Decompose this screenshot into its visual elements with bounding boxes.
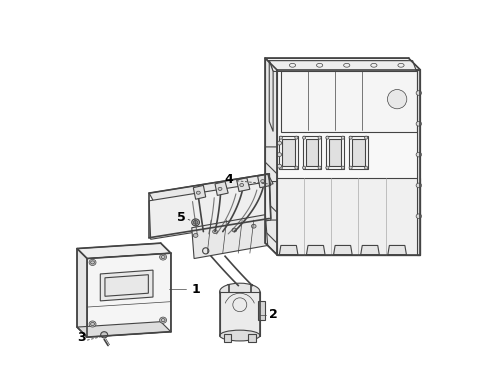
Ellipse shape (193, 234, 198, 238)
Polygon shape (77, 248, 87, 337)
Ellipse shape (218, 187, 222, 190)
Ellipse shape (295, 136, 298, 139)
Text: 4: 4 (225, 173, 233, 186)
Ellipse shape (232, 228, 237, 232)
Ellipse shape (277, 152, 282, 156)
Ellipse shape (326, 136, 329, 139)
Ellipse shape (295, 166, 298, 169)
Ellipse shape (220, 283, 260, 300)
Polygon shape (220, 292, 260, 335)
Ellipse shape (279, 136, 282, 139)
Ellipse shape (302, 136, 306, 139)
Polygon shape (334, 245, 352, 255)
Polygon shape (265, 220, 277, 243)
Ellipse shape (261, 180, 264, 183)
Text: 1: 1 (191, 283, 200, 296)
Ellipse shape (220, 330, 260, 341)
Ellipse shape (213, 230, 217, 234)
Polygon shape (258, 301, 265, 320)
Ellipse shape (416, 183, 421, 188)
Polygon shape (282, 139, 295, 166)
Ellipse shape (89, 259, 96, 266)
Polygon shape (87, 253, 171, 337)
Ellipse shape (196, 191, 200, 194)
Ellipse shape (277, 164, 282, 168)
Ellipse shape (416, 122, 421, 126)
Polygon shape (360, 245, 379, 255)
Text: 5: 5 (177, 211, 186, 224)
Polygon shape (417, 70, 420, 255)
Polygon shape (149, 182, 271, 239)
Polygon shape (329, 139, 341, 166)
Polygon shape (269, 61, 417, 71)
Polygon shape (306, 139, 318, 166)
Polygon shape (237, 178, 250, 191)
Polygon shape (277, 70, 420, 255)
Ellipse shape (279, 166, 282, 169)
Polygon shape (388, 245, 407, 255)
Ellipse shape (101, 332, 108, 338)
Ellipse shape (341, 166, 345, 169)
Ellipse shape (416, 152, 421, 157)
Ellipse shape (192, 219, 200, 226)
Ellipse shape (240, 183, 244, 186)
Polygon shape (193, 185, 206, 199)
Ellipse shape (365, 136, 368, 139)
Polygon shape (77, 243, 171, 259)
Polygon shape (248, 334, 256, 342)
Polygon shape (224, 334, 231, 342)
Ellipse shape (159, 254, 167, 260)
Polygon shape (149, 174, 273, 203)
Ellipse shape (318, 136, 321, 139)
Polygon shape (268, 61, 418, 71)
Text: 3: 3 (77, 332, 86, 344)
Ellipse shape (318, 166, 321, 169)
Polygon shape (281, 71, 417, 131)
Text: 2: 2 (269, 308, 277, 321)
Polygon shape (265, 58, 277, 255)
Ellipse shape (387, 90, 407, 109)
Ellipse shape (416, 91, 421, 95)
Polygon shape (306, 245, 325, 255)
Ellipse shape (416, 214, 421, 218)
Polygon shape (258, 174, 271, 188)
Ellipse shape (302, 166, 306, 169)
Ellipse shape (277, 141, 282, 145)
Ellipse shape (252, 224, 256, 228)
Ellipse shape (349, 166, 352, 169)
Polygon shape (215, 182, 228, 195)
Ellipse shape (365, 166, 368, 169)
Polygon shape (227, 284, 252, 292)
Polygon shape (279, 245, 298, 255)
Ellipse shape (349, 136, 352, 139)
Polygon shape (265, 182, 277, 212)
Ellipse shape (341, 136, 345, 139)
Polygon shape (352, 139, 365, 166)
Ellipse shape (159, 317, 167, 323)
Polygon shape (100, 270, 153, 301)
Polygon shape (269, 61, 273, 131)
Polygon shape (265, 58, 420, 70)
Ellipse shape (193, 220, 198, 224)
Polygon shape (277, 178, 420, 255)
Polygon shape (265, 147, 277, 174)
Polygon shape (192, 215, 268, 259)
Ellipse shape (89, 321, 96, 327)
Ellipse shape (326, 166, 329, 169)
Polygon shape (77, 322, 171, 337)
